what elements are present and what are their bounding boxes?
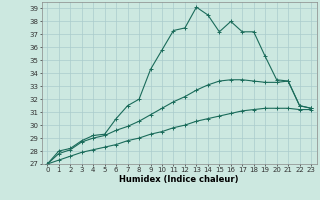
X-axis label: Humidex (Indice chaleur): Humidex (Indice chaleur): [119, 175, 239, 184]
